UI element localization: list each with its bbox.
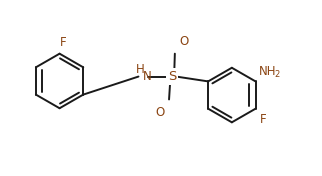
Text: O: O [156,106,165,119]
Text: 2: 2 [274,70,279,79]
Text: NH: NH [259,65,276,78]
Text: F: F [60,36,66,49]
Text: H: H [136,63,145,76]
Text: F: F [260,113,266,126]
Text: N: N [142,70,151,83]
Text: S: S [168,70,176,83]
Text: O: O [180,34,189,48]
